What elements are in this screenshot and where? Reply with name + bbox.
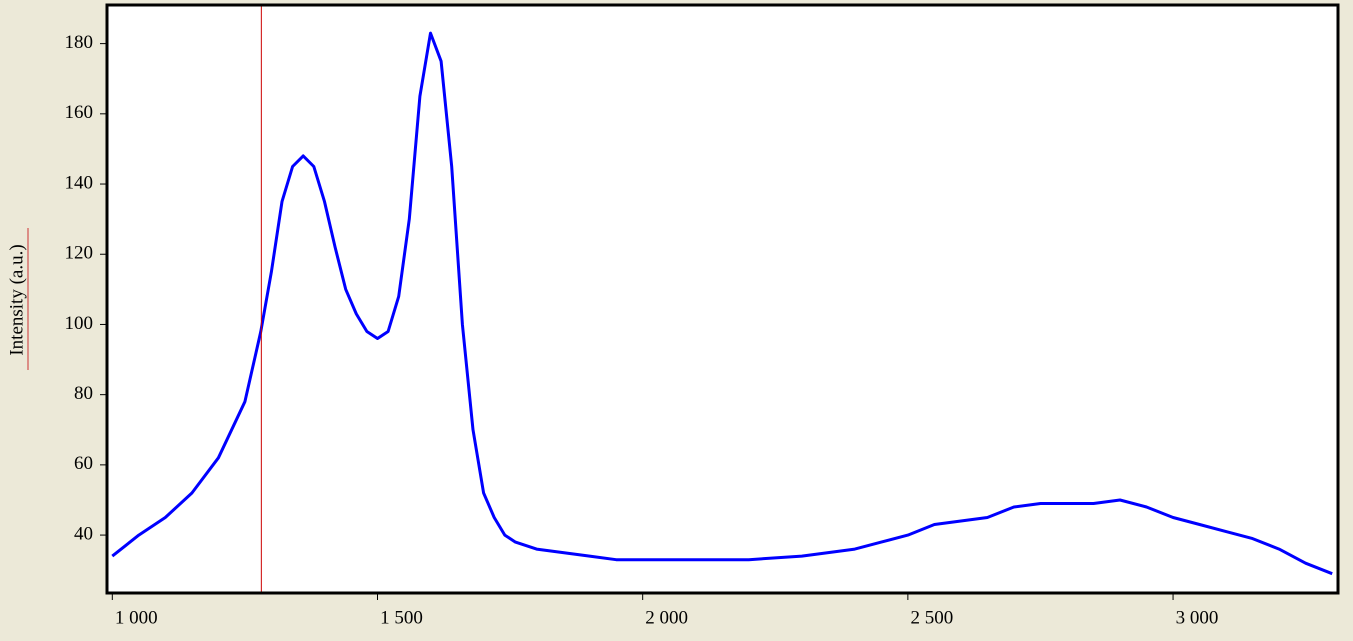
x-tick-label: 2 000 <box>645 607 688 628</box>
y-tick-label: 120 <box>65 243 94 264</box>
y-tick-label: 180 <box>65 32 94 53</box>
y-tick-label: 100 <box>65 313 94 334</box>
y-tick-label: 80 <box>74 383 93 404</box>
y-tick-label: 40 <box>74 523 93 544</box>
y-tick-label: 140 <box>65 172 94 193</box>
plot-area <box>107 5 1338 593</box>
x-tick-label: 3 000 <box>1176 607 1219 628</box>
x-tick-label: 1 000 <box>115 607 158 628</box>
y-tick-label: 160 <box>65 102 94 123</box>
plot-frame <box>105 3 1340 595</box>
x-tick-label: 1 500 <box>380 607 423 628</box>
y-axis-label: Intensity (a.u.) <box>6 244 27 355</box>
spectrum-line <box>111 31 1333 576</box>
x-tick-label: 2 500 <box>910 607 953 628</box>
y-tick-label: 60 <box>74 453 93 474</box>
